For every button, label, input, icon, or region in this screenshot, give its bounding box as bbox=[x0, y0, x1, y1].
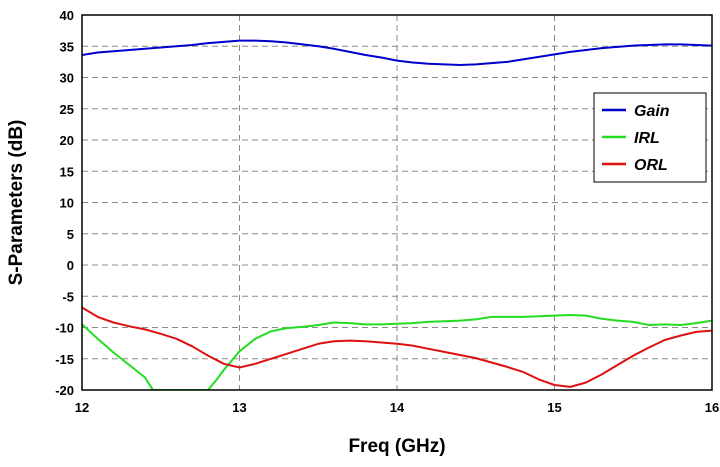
x-tick-label: 14 bbox=[390, 400, 405, 415]
x-axis-title: Freq (GHz) bbox=[348, 436, 445, 457]
legend-label-orl: ORL bbox=[634, 157, 668, 174]
x-tick-label: 12 bbox=[75, 400, 89, 415]
series-line-orl bbox=[82, 306, 712, 388]
series-lines bbox=[82, 39, 712, 390]
y-tick-label: -5 bbox=[62, 289, 74, 304]
legend: Gain IRL ORL bbox=[593, 92, 707, 183]
y-tick-label: 15 bbox=[60, 164, 74, 179]
y-axis-title: S-Parameters (dB) bbox=[6, 120, 27, 286]
grid bbox=[82, 15, 712, 390]
y-tick-label: 20 bbox=[60, 133, 74, 148]
y-tick-label: 35 bbox=[60, 39, 74, 54]
x-tick-label: 15 bbox=[547, 400, 561, 415]
legend-label-irl: IRL bbox=[634, 130, 660, 147]
y-tick-label: -20 bbox=[55, 383, 74, 398]
y-tick-label: 5 bbox=[67, 227, 74, 242]
x-tick-label: 16 bbox=[705, 400, 719, 415]
y-tick-label: 10 bbox=[60, 196, 74, 211]
y-tick-label: -15 bbox=[55, 352, 74, 367]
y-tick-label: 40 bbox=[60, 8, 74, 23]
legend-label-gain: Gain bbox=[634, 103, 670, 120]
series-line-irl bbox=[82, 314, 712, 390]
y-tick-label: 25 bbox=[60, 102, 74, 117]
plot-area-frame bbox=[81, 14, 713, 391]
tick-labels: -20 -15 -10 -5 0 5 10 15 20 25 30 35 40 12 13 14 15 16 bbox=[55, 8, 719, 415]
y-tick-label: 0 bbox=[67, 258, 74, 273]
y-tick-label: -10 bbox=[55, 321, 74, 336]
x-tick-label: 13 bbox=[232, 400, 246, 415]
y-tick-label: 30 bbox=[60, 71, 74, 86]
series-line-gain bbox=[82, 39, 712, 66]
